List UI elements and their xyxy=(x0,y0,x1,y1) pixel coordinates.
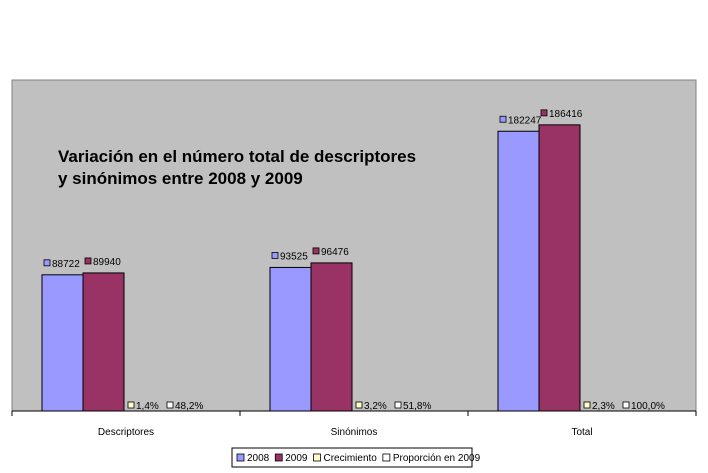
data-label-key-crecimiento-total xyxy=(583,401,591,409)
legend-swatch-proporcion-en-2009 xyxy=(382,453,391,462)
legend-swatch-2009 xyxy=(274,453,283,462)
data-label-key-crecimiento-descriptores xyxy=(127,401,135,409)
legend-label-2008: 2008 xyxy=(247,453,270,464)
data-label-key-2008-descriptores xyxy=(43,259,51,267)
bar-2009-total xyxy=(538,124,581,412)
x-axis-ticks xyxy=(11,411,697,416)
chart-title-line-2: y sinónimos entre 2008 y 2009 xyxy=(58,169,303,188)
data-label-key-2009-descriptores xyxy=(84,257,92,265)
data-label-key-2009-total xyxy=(540,109,548,117)
legend-swatch-2008 xyxy=(236,453,245,462)
data-labels-layer: 88722 89940 1,4% 48,2% 93525 96476 3,2% 51,8% 18… xyxy=(43,109,665,412)
data-label-crecimiento-total: 2,3% xyxy=(592,401,615,412)
x-axis-labels: Descriptores Sinónimos Total xyxy=(98,427,593,438)
data-label-proporcion-en-2009-descriptores: 48,2% xyxy=(175,401,203,412)
legend: 2008 2009 Crecimiento Proporción en 2009 xyxy=(231,447,481,468)
data-label-2009-sinonimos: 96476 xyxy=(321,247,349,258)
data-label-key-proporcion-en-2009-total xyxy=(622,401,630,409)
data-label-key-2009-sinonimos xyxy=(312,247,320,255)
bars-layer xyxy=(41,124,581,412)
data-label-key-proporcion-en-2009-descriptores xyxy=(166,401,174,409)
data-label-key-2008-sinonimos xyxy=(271,252,279,259)
legend-label-proporcion-en-2009: Proporción en 2009 xyxy=(393,453,481,464)
x-tick-label-sinonimos: Sinónimos xyxy=(331,427,378,438)
data-label-proporcion-en-2009-total: 100,0% xyxy=(631,401,665,412)
data-label-proporcion-en-2009-sinonimos: 51,8% xyxy=(403,401,431,412)
bar-2009-descriptores xyxy=(82,272,125,412)
data-label-key-proporcion-en-2009-sinonimos xyxy=(394,401,402,409)
bar-2008-sinonimos xyxy=(269,266,312,412)
data-label-key-crecimiento-sinonimos xyxy=(355,401,363,409)
bar-2009-sinonimos xyxy=(310,262,353,412)
bar-2008-total xyxy=(497,130,540,412)
x-tick-label-descriptores: Descriptores xyxy=(98,427,154,438)
data-label-2008-sinonimos: 93525 xyxy=(280,251,308,262)
data-label-key-2008-total xyxy=(499,115,507,123)
x-tick-label-total: Total xyxy=(571,427,592,438)
data-label-crecimiento-descriptores: 1,4% xyxy=(136,401,159,412)
legend-label-2009: 2009 xyxy=(285,453,308,464)
legend-label-crecimiento: Crecimiento xyxy=(324,453,378,464)
legend-swatch-crecimiento xyxy=(313,453,321,462)
data-label-2008-total: 182247 xyxy=(508,115,542,126)
plot-area xyxy=(11,79,697,412)
data-label-crecimiento-sinonimos: 3,2% xyxy=(364,401,387,412)
data-label-2009-descriptores: 89940 xyxy=(93,257,121,268)
data-label-2008-descriptores: 88722 xyxy=(52,259,80,270)
bar-2008-descriptores xyxy=(41,274,84,412)
legend-box xyxy=(231,447,473,468)
chart-title-line-1: Variación en el número total de descript… xyxy=(58,147,416,166)
data-label-2009-total: 186416 xyxy=(549,109,583,120)
